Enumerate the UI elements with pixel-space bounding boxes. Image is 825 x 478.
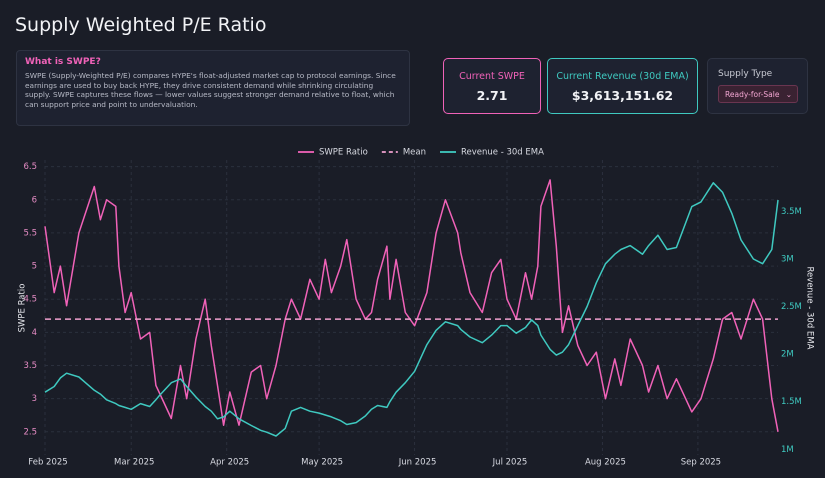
x-tick-label: Jul 2025 (492, 458, 528, 468)
select-value[interactable]: Ready-for-Sale (725, 90, 780, 99)
series-line (44, 179, 779, 432)
y2-tick-label: 3M (781, 254, 794, 264)
y-axis-title: SWPE Ratio (18, 284, 28, 333)
y-tick-label: 6.5 (23, 162, 37, 172)
x-tick-label: Apr 2025 (210, 458, 249, 468)
page-title: Supply Weighted P/E Ratio (15, 14, 267, 36)
y-tick-label: 4 (32, 328, 37, 338)
card-value: $3,613,151.62 (571, 88, 674, 103)
card-value: 2.71 (476, 88, 508, 103)
x-tick-label: Mar 2025 (114, 458, 154, 468)
x-tick-label: Jun 2025 (398, 458, 437, 468)
supply-label: Supply Type (718, 69, 773, 79)
card-label: Current Revenue (30d EMA) (556, 71, 689, 82)
series-line (44, 182, 779, 437)
y2-axis-title: Revenue - 30d EMA (805, 267, 815, 350)
y-tick-label: 2.5 (23, 427, 37, 437)
info-box: What is SWPE? SWPE (Supply-Weighted P/E)… (16, 50, 410, 126)
chevron[interactable]: ⌄ (785, 90, 792, 99)
y2-tick-label: 2M (781, 350, 794, 360)
legend-label: SWPE Ratio (319, 148, 368, 158)
info-heading: What is SWPE? (25, 57, 101, 67)
x-tick-label: May 2025 (301, 458, 343, 468)
y2-tick-label: 1M (781, 445, 794, 455)
revenue-card: Current Revenue (30d EMA) $3,613,151.62 (547, 58, 698, 114)
y2-tick-label: 1.5M (781, 397, 802, 407)
swpe-card: Current SWPE 2.71 (443, 58, 541, 114)
info-text: SWPE (Supply-Weighted P/E) compares HYPE… (25, 71, 396, 109)
y-tick-label: 5.5 (23, 228, 37, 238)
legend-label: Revenue - 30d EMA (461, 148, 544, 158)
y-tick-label: 3.5 (23, 361, 37, 371)
x-tick-label: Aug 2025 (585, 458, 626, 468)
y2-tick-label: 2.5M (781, 302, 802, 312)
y2-tick-label: 3.5M (781, 207, 802, 217)
x-tick-label: Sep 2025 (681, 458, 721, 468)
y-tick-label: 4.5 (23, 295, 37, 305)
y-tick-label: 6 (32, 195, 37, 205)
y-tick-label: 3 (32, 394, 37, 404)
x-tick-label: Feb 2025 (28, 458, 67, 468)
supply-type: Supply Type Ready-for-Sale ⌄ (707, 58, 808, 114)
supply-select[interactable]: Ready-for-Sale ⌄ (718, 85, 798, 103)
legend-label: Mean (403, 148, 426, 158)
y-tick-label: 5 (32, 262, 37, 272)
card-label: Current SWPE (459, 71, 525, 82)
